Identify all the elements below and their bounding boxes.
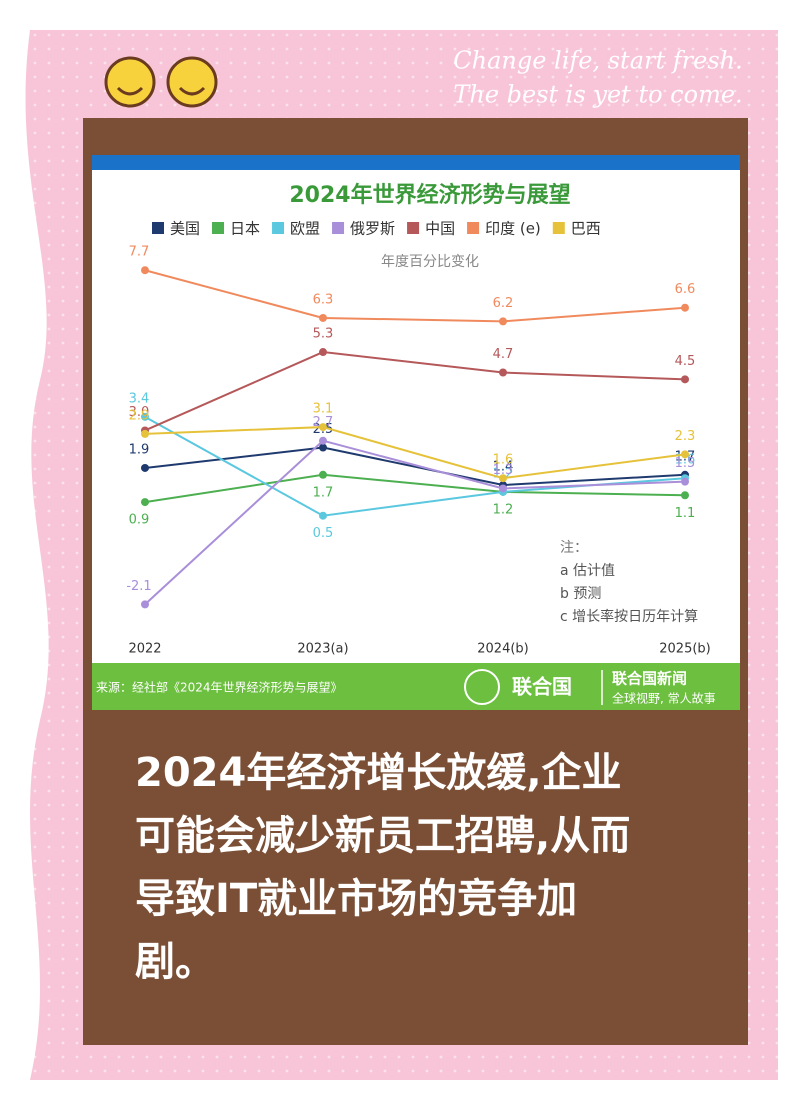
data-label: 0.9	[129, 513, 150, 528]
legend-swatch	[407, 222, 420, 234]
legend-label: 巴西	[571, 220, 601, 238]
point	[681, 375, 689, 384]
legend-label: 日本	[230, 220, 260, 238]
point	[319, 313, 327, 322]
x-tick-label: 2024(b)	[477, 642, 528, 657]
data-label: -2.1	[126, 579, 151, 594]
caption-line: 2024年经济增长放缓,企业	[135, 750, 622, 796]
point	[499, 474, 507, 483]
legend-label: 欧盟	[290, 220, 320, 238]
slogan: Change life, start fresh.	[453, 47, 742, 75]
legend-swatch	[212, 222, 225, 234]
data-label: 1.9	[129, 442, 150, 457]
note: b 预测	[560, 586, 601, 602]
caption: 2024年经济增长放缓,企业可能会减少新员工招聘,从而导致IT就业市场的竞争加剧…	[135, 750, 630, 985]
data-label: 0.5	[313, 526, 334, 541]
data-label: 4.5	[675, 354, 696, 369]
point	[319, 436, 327, 445]
un-emblem	[464, 669, 500, 705]
caption-line: 导致IT就业市场的竞争加	[135, 876, 577, 922]
point	[141, 429, 149, 438]
point	[499, 368, 507, 377]
point	[681, 303, 689, 312]
series-line	[144, 446, 686, 487]
note: a 估计值	[560, 563, 615, 579]
data-label: 7.7	[129, 245, 150, 260]
note: c 增长率按日历年计算	[560, 608, 698, 625]
data-label: 6.3	[313, 292, 334, 307]
x-tick-label: 2022	[128, 642, 161, 657]
chart-subtitle: 年度百分比变化	[381, 254, 479, 270]
card-stripe	[92, 155, 740, 170]
legend-swatch	[272, 222, 285, 234]
legend-swatch	[152, 222, 164, 234]
point	[141, 412, 149, 421]
data-label: 2.3	[675, 429, 696, 444]
series-line	[144, 473, 686, 504]
slogan: The best is yet to come.	[453, 81, 742, 109]
logo: 联合国	[512, 675, 572, 699]
point	[319, 348, 327, 357]
point	[141, 266, 149, 275]
point	[499, 484, 507, 493]
point	[319, 470, 327, 479]
data-label: 3.1	[313, 402, 334, 417]
legend-label: 俄罗斯	[350, 220, 395, 238]
point	[681, 491, 689, 500]
series-line	[144, 426, 686, 480]
data-label: 1.6	[675, 453, 696, 468]
point	[141, 600, 149, 609]
series-line	[144, 439, 686, 606]
point	[499, 317, 507, 326]
data-label: 6.2	[493, 296, 514, 311]
data-label: 3.4	[129, 391, 150, 406]
x-tick-label: 2023(a)	[297, 642, 348, 657]
data-label: 1.2	[493, 502, 514, 517]
series-line	[144, 269, 686, 323]
x-tick-label: 2025(b)	[659, 642, 710, 657]
data-label: 2.9	[129, 408, 150, 423]
data-label: 1.5	[675, 456, 696, 471]
data-label: 1.7	[313, 485, 334, 500]
footer-bar	[92, 663, 740, 710]
legend-swatch	[332, 222, 345, 234]
caption-line: 可能会减少新员工招聘,从而	[135, 813, 630, 859]
caption-line: 剧。	[135, 939, 215, 985]
point	[141, 498, 149, 507]
data-label: 4.7	[493, 347, 514, 362]
data-label: 1.6	[493, 453, 514, 468]
data-label: 1.1	[675, 506, 696, 521]
legend-swatch	[552, 222, 565, 234]
brand: 联合国新闻	[612, 670, 687, 688]
legend-label: 印度 (e)	[485, 220, 541, 238]
brand-tagline: 全球视野, 常人故事	[612, 691, 716, 706]
source: 来源：经社部《2024年世界经济形势与展望》	[96, 680, 343, 695]
point	[319, 443, 327, 452]
data-label: 1.3	[493, 463, 514, 478]
legend-label: 中国	[425, 220, 455, 238]
data-label: 3.0	[129, 405, 150, 420]
point	[319, 423, 327, 432]
data-label: 1.4	[493, 460, 514, 475]
series-line	[144, 351, 686, 432]
chart-title: 2024年世界经济形势与展望	[289, 182, 570, 208]
point	[681, 450, 689, 459]
legend-label: 美国	[170, 220, 200, 238]
data-label: 5.3	[313, 327, 334, 342]
plot: 美国 日本 欧盟 俄罗斯 中国 印度 (e) 巴西 2022 2023(a) 2024(b) 202…	[126, 220, 710, 657]
smiley-decoration	[104, 56, 218, 108]
data-label: 6.6	[675, 282, 696, 297]
point	[141, 463, 149, 472]
point	[681, 477, 689, 486]
note: 注：	[560, 540, 588, 556]
legend-swatch	[467, 222, 480, 234]
point	[319, 511, 327, 520]
